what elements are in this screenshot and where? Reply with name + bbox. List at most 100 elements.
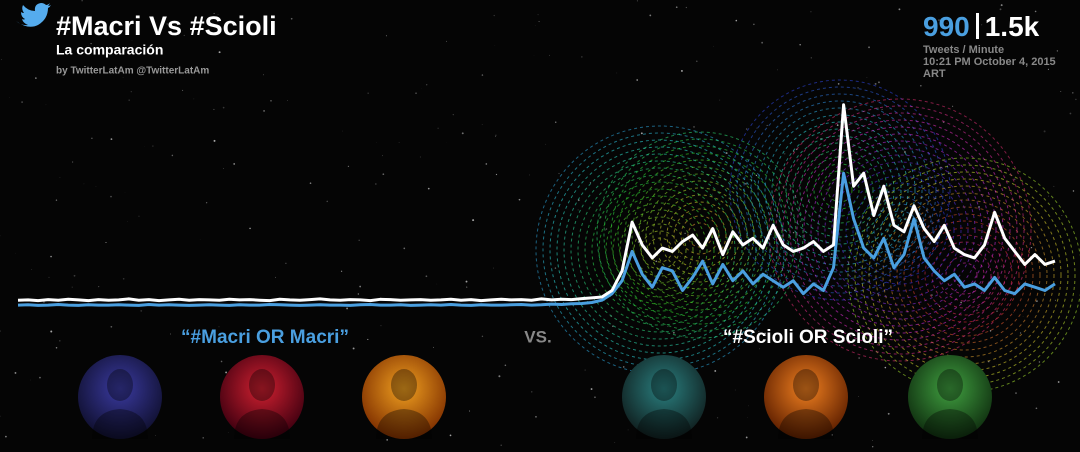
star xyxy=(679,255,682,258)
star xyxy=(382,173,385,175)
star xyxy=(636,0,638,2)
photo-figure xyxy=(937,369,963,401)
star xyxy=(577,209,579,211)
star xyxy=(425,275,428,278)
star xyxy=(799,44,801,46)
ring xyxy=(866,196,934,264)
star xyxy=(920,84,922,87)
star xyxy=(734,389,736,391)
star xyxy=(1000,4,1003,7)
star xyxy=(810,11,812,13)
star xyxy=(249,227,251,230)
ring xyxy=(743,93,937,287)
star xyxy=(649,14,652,17)
ring xyxy=(903,213,1027,337)
star xyxy=(0,59,2,61)
star xyxy=(857,87,859,89)
photo-figure xyxy=(778,409,834,439)
star xyxy=(223,168,224,170)
ring xyxy=(605,195,715,305)
star xyxy=(719,99,721,101)
star xyxy=(932,72,934,75)
star xyxy=(952,105,954,107)
star xyxy=(1035,407,1038,410)
star xyxy=(1013,178,1016,181)
star xyxy=(72,161,74,163)
star xyxy=(382,155,383,157)
star xyxy=(1057,381,1060,383)
photo-figure xyxy=(107,369,133,401)
star xyxy=(403,247,406,250)
ring xyxy=(806,156,874,224)
photo-figure xyxy=(391,369,417,401)
star xyxy=(857,125,859,126)
star xyxy=(684,273,685,275)
photo-figure xyxy=(234,409,290,439)
star xyxy=(98,286,100,288)
star xyxy=(684,232,686,234)
star xyxy=(747,405,749,407)
ring xyxy=(633,223,687,277)
star xyxy=(1056,50,1059,52)
star xyxy=(1036,300,1038,302)
ring xyxy=(910,220,1020,330)
star xyxy=(745,128,748,130)
star xyxy=(5,435,7,438)
star xyxy=(50,330,53,333)
ring xyxy=(845,175,955,285)
star xyxy=(426,84,428,86)
photo xyxy=(908,355,992,439)
star xyxy=(978,168,980,170)
star xyxy=(110,138,113,140)
star xyxy=(538,20,540,23)
ring xyxy=(768,98,1032,362)
star xyxy=(359,285,362,288)
ring xyxy=(789,119,1011,341)
star xyxy=(758,330,760,333)
star xyxy=(504,364,507,367)
star xyxy=(981,24,983,26)
star xyxy=(957,57,959,59)
star xyxy=(449,434,452,437)
star xyxy=(92,48,95,50)
ring xyxy=(824,154,976,306)
star xyxy=(468,410,471,412)
star xyxy=(427,187,430,190)
ring xyxy=(880,210,920,250)
vs-label: VS. xyxy=(524,327,551,346)
star xyxy=(616,72,618,74)
star xyxy=(124,192,126,193)
star xyxy=(836,124,839,126)
star xyxy=(1027,17,1029,18)
star xyxy=(110,195,112,198)
star xyxy=(858,357,860,359)
star xyxy=(761,41,764,44)
star xyxy=(533,54,535,56)
star xyxy=(95,185,97,187)
star xyxy=(357,293,360,295)
star xyxy=(83,183,85,185)
photo xyxy=(362,355,446,439)
photo xyxy=(78,355,162,439)
star xyxy=(545,143,547,145)
star xyxy=(375,183,377,185)
star xyxy=(385,35,387,37)
star xyxy=(183,34,185,36)
star xyxy=(783,152,786,155)
series-line xyxy=(17,171,1056,307)
ring xyxy=(584,174,736,326)
star xyxy=(884,366,887,369)
star xyxy=(712,193,713,195)
star xyxy=(693,125,695,128)
star xyxy=(415,92,417,94)
star xyxy=(633,158,635,159)
star xyxy=(110,325,113,328)
star xyxy=(960,301,962,304)
star xyxy=(122,277,125,280)
star xyxy=(193,98,195,100)
star xyxy=(205,202,208,204)
star xyxy=(623,366,625,368)
star xyxy=(1015,392,1017,395)
